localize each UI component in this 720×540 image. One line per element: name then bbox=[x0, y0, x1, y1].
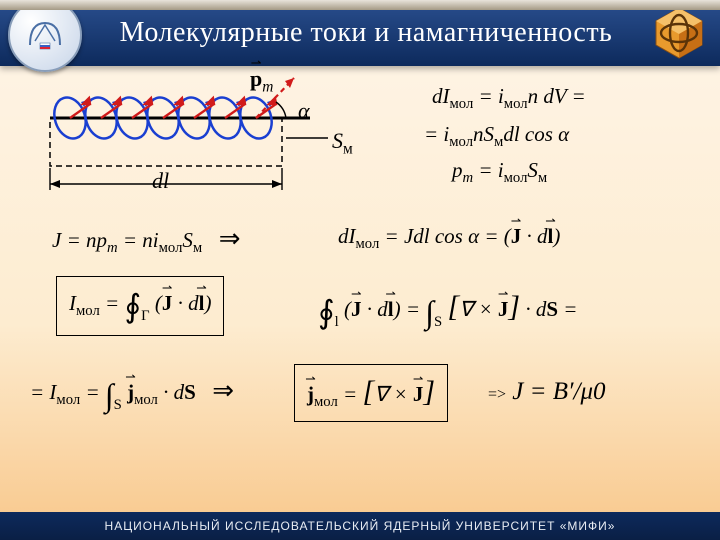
eq-Jdef: J = npm = niмолSм ⇒ bbox=[52, 224, 247, 257]
cube-logo bbox=[650, 4, 708, 62]
header-bar: Молекулярные токи и намагниченность bbox=[0, 0, 720, 66]
eq-Imol-surf: = Iмол = ∫S jмол · dS ⇒ bbox=[30, 376, 240, 414]
eq-dI1: dIмол = iмолn dV = bbox=[432, 84, 586, 113]
content-area: pm α Sм dl dIмол = iмолn dV = = iмолnSмd… bbox=[0, 66, 720, 512]
dl-label: dl bbox=[152, 168, 169, 194]
eq-Imol-boxed: Iмол = ∮Г (J · dl) bbox=[56, 276, 224, 336]
molecular-currents-diagram bbox=[28, 76, 338, 206]
eq-pm: pm = iмолSм bbox=[452, 158, 547, 187]
pm-label: pm bbox=[250, 66, 273, 96]
alpha-label: α bbox=[298, 98, 310, 124]
eq-dIJ: dIмол = Jdl cos α = (J · dl) bbox=[338, 224, 560, 253]
cube-icon bbox=[650, 4, 708, 62]
footer-text: НАЦИОНАЛЬНЫЙ ИССЛЕДОВАТЕЛЬСКИЙ ЯДЕРНЫЙ У… bbox=[105, 519, 616, 533]
eq-dI2: = iмолnSмdl cos α bbox=[424, 122, 569, 151]
university-logo bbox=[8, 0, 82, 72]
eq-final: => J = B′/μ0 bbox=[488, 378, 606, 406]
page-title: Молекулярные токи и намагниченность bbox=[82, 17, 650, 49]
slide: Молекулярные токи и намагниченность bbox=[0, 0, 720, 540]
header-stripe bbox=[0, 0, 720, 10]
implies-arrow-1: ⇒ bbox=[213, 224, 247, 254]
eq-jmol-boxed: jмол = [∇ × J] bbox=[294, 364, 448, 422]
footer-bar: НАЦИОНАЛЬНЫЙ ИССЛЕДОВАТЕЛЬСКИЙ ЯДЕРНЫЙ У… bbox=[0, 512, 720, 540]
eq-stokes: ∮l (J · dl) = ∫S [∇ × J] · dS = bbox=[318, 290, 577, 331]
sm-label: Sм bbox=[332, 128, 353, 158]
emblem-icon bbox=[25, 15, 65, 55]
implies-arrow-2: ⇒ bbox=[206, 376, 240, 406]
